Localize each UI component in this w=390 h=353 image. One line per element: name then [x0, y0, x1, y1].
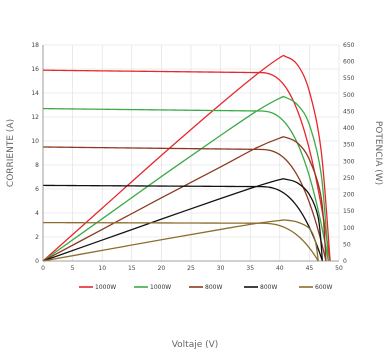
y-right-tick-labels: 0 50 100 150 200 250 300 350 400 450 500 550 600 650 [343, 42, 355, 265]
legend-label: 600W [315, 284, 332, 291]
y-right-tick-label: 250 [343, 175, 355, 182]
y-right-tick-label: 550 [343, 75, 355, 82]
x-tick-labels: 0 5 10 15 20 25 30 35 40 45 50 [41, 265, 343, 272]
x-tick-label: 0 [41, 265, 45, 272]
y-right-tick-label: 350 [343, 142, 355, 149]
legend-label: 800W [260, 284, 277, 291]
y-right-tick-label: 650 [343, 42, 355, 49]
y-right-tick-label: 450 [343, 108, 355, 115]
y-right-tick-label: 50 [343, 241, 351, 248]
y-left-tick-label: 18 [31, 42, 39, 49]
y-right-tick-label: 100 [343, 225, 355, 232]
x-tick-label: 20 [158, 265, 166, 272]
power-curve-1000w-2 [42, 95, 329, 262]
y-right-tick-label: 400 [343, 125, 355, 132]
legend-label: 1000W [95, 284, 116, 291]
y-left-tick-label: 14 [31, 90, 39, 97]
x-tick-label: 15 [128, 265, 136, 272]
y-left-tick-label: 2 [35, 234, 39, 241]
y-right-tick-label: 0 [343, 258, 347, 265]
current-curve-600w-5 [42, 221, 319, 262]
y-left-tick-label: 8 [35, 162, 39, 169]
y-left-tick-label: 10 [31, 138, 39, 145]
y-right-tick-label: 600 [343, 59, 355, 66]
y-right-axis-title: POTENCIA (W) [373, 121, 383, 185]
y-right-tick-label: 200 [343, 192, 355, 199]
x-tick-label: 45 [306, 265, 314, 272]
y-left-tick-label: 12 [31, 114, 39, 121]
y-left-tick-label: 0 [35, 258, 39, 265]
series-layer [42, 54, 331, 262]
y-right-tick-label: 150 [343, 208, 355, 215]
y-left-tick-labels: 0 2 4 6 8 10 12 14 16 18 [31, 42, 39, 265]
y-right-tick-label: 500 [343, 92, 355, 99]
y-right-tick-label: 300 [343, 158, 355, 165]
x-tick-label: 5 [71, 265, 75, 272]
x-tick-label: 10 [98, 265, 106, 272]
x-axis-title: Voltaje (V) [172, 340, 219, 350]
legend-label: 1000W [150, 284, 171, 291]
power-curve-800w-3 [42, 136, 327, 262]
y-left-axis-title: CORRIENTE (A) [6, 119, 16, 187]
power-curve-600w-5 [42, 219, 319, 262]
current-curve-1000w-2 [42, 107, 329, 262]
current-curve-1000w-1 [42, 69, 331, 262]
current-curve-800w-3 [42, 146, 327, 262]
power-curve-1000w-1 [42, 54, 331, 262]
x-tick-label: 40 [276, 265, 284, 272]
y-left-tick-label: 6 [35, 186, 39, 193]
legend-label: 800W [205, 284, 222, 291]
x-tick-label: 35 [246, 265, 254, 272]
power-curve-800w-4 [42, 178, 324, 262]
current-curve-800w-4 [42, 184, 324, 262]
y-left-tick-label: 4 [35, 210, 39, 217]
y-left-tick-label: 16 [31, 66, 39, 73]
x-tick-label: 25 [187, 265, 195, 272]
x-tick-label: 30 [217, 265, 225, 272]
x-tick-label: 50 [335, 265, 343, 272]
legend: 1000W 1000W 800W 800W 600W [79, 284, 332, 291]
